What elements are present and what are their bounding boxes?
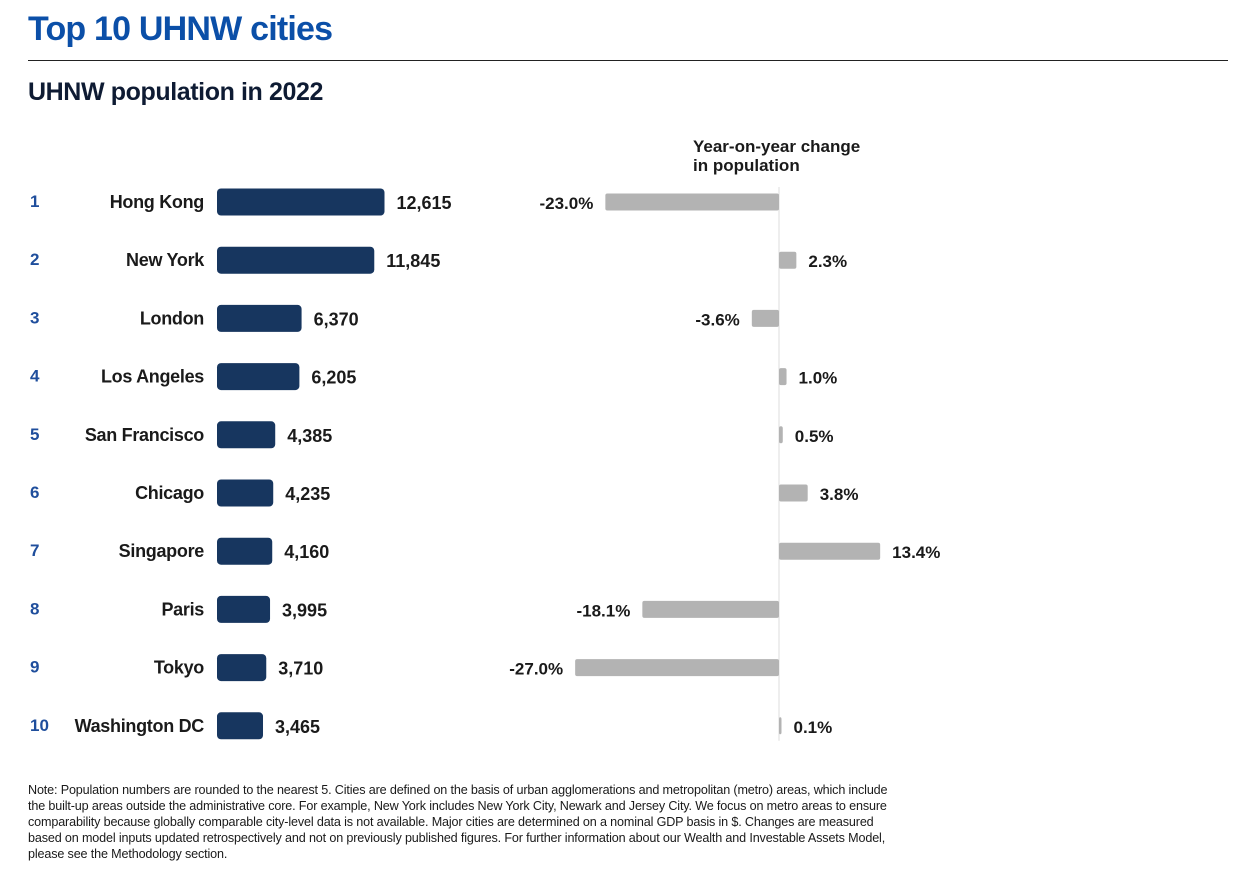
city-label: Hong Kong xyxy=(110,192,204,212)
yoy-change-label: 1.0% xyxy=(799,369,838,388)
chart-row: 9 Tokyo 3,710 -27.0% xyxy=(30,654,779,682)
city-label: Paris xyxy=(161,599,204,619)
city-label: New York xyxy=(126,250,205,270)
chart-row: 4 Los Angeles 6,205 1.0% xyxy=(30,363,838,391)
population-value-label: 12,615 xyxy=(397,193,452,213)
rank-label: 7 xyxy=(30,541,39,560)
chart-row: 1 Hong Kong 12,615 -23.0% xyxy=(30,188,779,216)
yoy-change-label: -23.0% xyxy=(539,194,593,213)
yoy-header-line1: Year-on-year change xyxy=(693,137,861,156)
population-value-label: 4,235 xyxy=(285,484,330,504)
page-title: Top 10 UHNW cities xyxy=(28,10,333,48)
yoy-change-label: 0.1% xyxy=(794,718,833,737)
city-label: Washington DC xyxy=(75,716,205,736)
population-value-label: 3,465 xyxy=(275,717,320,737)
chart-row: 8 Paris 3,995 -18.1% xyxy=(30,595,779,623)
uhnw-cities-chart: 1 Hong Kong 12,615 -23.0% 2 New York 11,845 2.3… xyxy=(30,187,940,741)
rows-layer: 1 Hong Kong 12,615 -23.0% 2 New York 11,845 2.3… xyxy=(30,188,940,740)
city-label: Tokyo xyxy=(154,658,204,678)
yoy-change-label: 2.3% xyxy=(808,252,847,271)
yoy-change-bar xyxy=(779,368,787,386)
title-divider xyxy=(28,60,1228,61)
yoy-header-line2: in population xyxy=(693,156,800,175)
yoy-change-label: -18.1% xyxy=(576,601,630,620)
chart-row: 3 London 6,370 -3.6% xyxy=(30,304,779,332)
footnote: Note: Population numbers are rounded to … xyxy=(28,783,888,861)
chart-row: 2 New York 11,845 2.3% xyxy=(30,246,847,274)
yoy-change-bar xyxy=(605,193,779,211)
yoy-change-bar xyxy=(779,484,808,502)
city-label: Chicago xyxy=(135,483,204,503)
rank-label: 3 xyxy=(30,308,39,327)
chart-row: 10 Washington DC 3,465 0.1% xyxy=(30,712,833,740)
city-label: Los Angeles xyxy=(101,367,204,387)
population-bar xyxy=(217,363,300,391)
yoy-change-label: 13.4% xyxy=(892,543,940,562)
rank-label: 1 xyxy=(30,192,39,211)
population-bar xyxy=(217,479,274,507)
rank-label: 8 xyxy=(30,599,39,618)
population-bar xyxy=(217,537,273,565)
chart-subtitle: UHNW population in 2022 xyxy=(28,78,323,106)
yoy-change-label: 3.8% xyxy=(820,485,859,504)
population-bar xyxy=(217,712,264,740)
population-value-label: 3,710 xyxy=(278,659,323,679)
population-bar xyxy=(217,246,375,274)
population-bar xyxy=(217,595,271,623)
yoy-change-label: -27.0% xyxy=(509,660,563,679)
population-bar xyxy=(217,421,276,449)
city-label: Singapore xyxy=(119,541,205,561)
yoy-change-bar xyxy=(575,659,779,677)
yoy-change-label: -3.6% xyxy=(695,310,739,329)
population-value-label: 4,385 xyxy=(287,426,332,446)
population-value-label: 11,845 xyxy=(386,251,440,271)
city-label: London xyxy=(140,308,204,328)
chart-row: 6 Chicago 4,235 3.8% xyxy=(30,479,859,507)
rank-label: 6 xyxy=(30,483,39,502)
population-bar xyxy=(217,188,385,216)
rank-label: 10 xyxy=(30,716,49,735)
yoy-change-bar xyxy=(779,717,782,735)
rank-label: 2 xyxy=(30,250,39,269)
yoy-change-bar xyxy=(642,600,779,618)
population-bar xyxy=(217,304,302,332)
population-value-label: 6,370 xyxy=(314,309,359,329)
population-bar xyxy=(217,654,267,682)
city-label: San Francisco xyxy=(85,425,204,445)
chart-row: 5 San Francisco 4,385 0.5% xyxy=(30,421,834,449)
rank-label: 4 xyxy=(30,367,40,386)
yoy-column-header: Year-on-year change in population xyxy=(693,137,860,175)
yoy-change-bar xyxy=(779,251,797,269)
chart-row: 7 Singapore 4,160 13.4% xyxy=(30,537,940,565)
yoy-change-bar xyxy=(751,309,779,327)
rank-label: 9 xyxy=(30,658,39,677)
yoy-change-label: 0.5% xyxy=(795,427,834,446)
yoy-change-bar xyxy=(779,426,783,444)
population-value-label: 6,205 xyxy=(311,368,356,388)
yoy-change-bar xyxy=(779,542,881,560)
rank-label: 5 xyxy=(30,425,39,444)
population-value-label: 4,160 xyxy=(284,542,329,562)
population-value-label: 3,995 xyxy=(282,600,327,620)
